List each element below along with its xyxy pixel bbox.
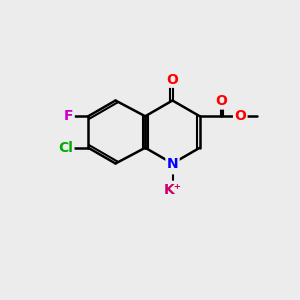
Text: O: O bbox=[215, 94, 227, 108]
Text: F: F bbox=[64, 109, 74, 123]
Text: K⁺: K⁺ bbox=[164, 184, 181, 197]
Text: N: N bbox=[167, 157, 178, 170]
Text: Cl: Cl bbox=[58, 141, 73, 155]
Text: O: O bbox=[167, 73, 178, 86]
Text: O: O bbox=[234, 109, 246, 123]
